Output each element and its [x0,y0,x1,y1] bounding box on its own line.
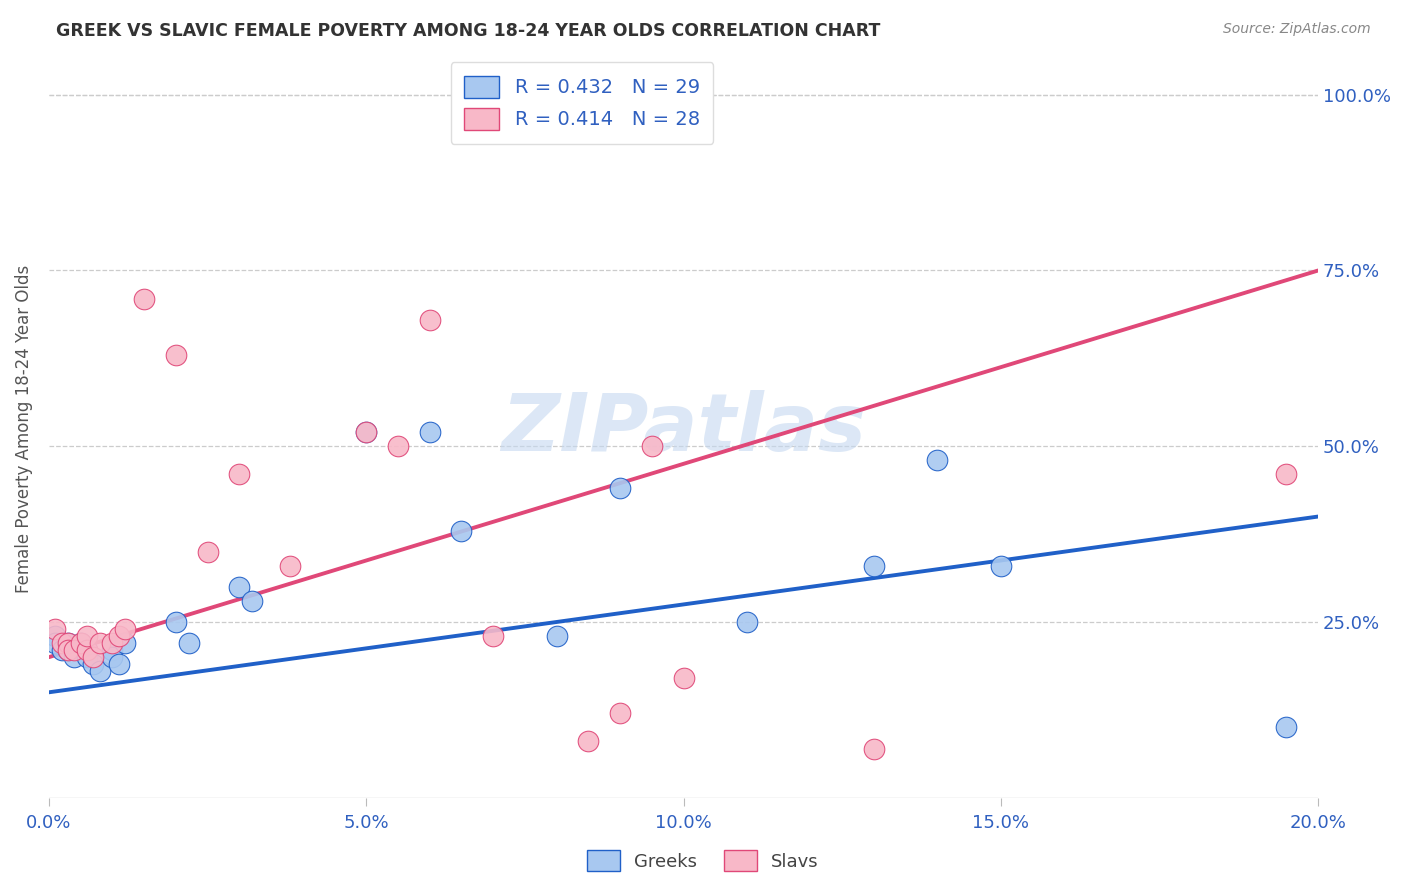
Point [114,622,136,636]
Y-axis label: Female Poverty Among 18-24 Year Olds: Female Poverty Among 18-24 Year Olds [15,265,32,593]
Point [89,636,111,650]
Point [76,629,98,643]
Point [107,629,129,643]
Text: ZIPatlas: ZIPatlas [501,390,866,467]
Point [76,643,98,657]
Point [165,348,187,362]
Point [450,524,472,538]
Point [177,636,200,650]
Point [101,643,124,657]
Text: GREEK VS SLAVIC FEMALE POVERTY AMONG 18-24 YEAR OLDS CORRELATION CHART: GREEK VS SLAVIC FEMALE POVERTY AMONG 18-… [56,22,880,40]
Point [51,643,73,657]
Point [863,741,886,756]
Point [735,615,758,629]
Point [197,544,219,558]
Point [1275,467,1298,482]
Point [641,439,664,453]
Point [69,636,91,650]
Point [419,312,441,326]
Point [51,636,73,650]
Point [82,650,104,665]
Point [76,643,98,657]
Legend: Greeks, Slavs: Greeks, Slavs [581,843,825,879]
Point [228,467,250,482]
Point [165,615,187,629]
Point [134,292,156,306]
Point [387,439,409,453]
Point [546,629,568,643]
Point [56,643,79,657]
Point [76,650,98,665]
Point [278,558,301,573]
Point [56,636,79,650]
Point [63,650,86,665]
Point [609,482,631,496]
Point [576,734,599,748]
Point [101,650,124,665]
Point [927,453,949,467]
Point [356,425,378,440]
Point [44,622,66,636]
Point [107,657,129,672]
Text: Source: ZipAtlas.com: Source: ZipAtlas.com [1223,22,1371,37]
Point [1275,721,1298,735]
Point [228,580,250,594]
Point [69,636,91,650]
Point [240,594,263,608]
Point [101,636,124,650]
Legend: R = 0.432   N = 29, R = 0.414   N = 28: R = 0.432 N = 29, R = 0.414 N = 28 [450,62,713,144]
Point [863,558,886,573]
Point [44,629,66,643]
Point [672,671,695,685]
Point [82,657,104,672]
Point [356,425,378,440]
Point [609,706,631,721]
Point [419,425,441,440]
Point [56,636,79,650]
Point [482,629,505,643]
Point [63,643,86,657]
Point [44,636,66,650]
Point [114,636,136,650]
Point [990,558,1012,573]
Point [56,643,79,657]
Point [89,664,111,678]
